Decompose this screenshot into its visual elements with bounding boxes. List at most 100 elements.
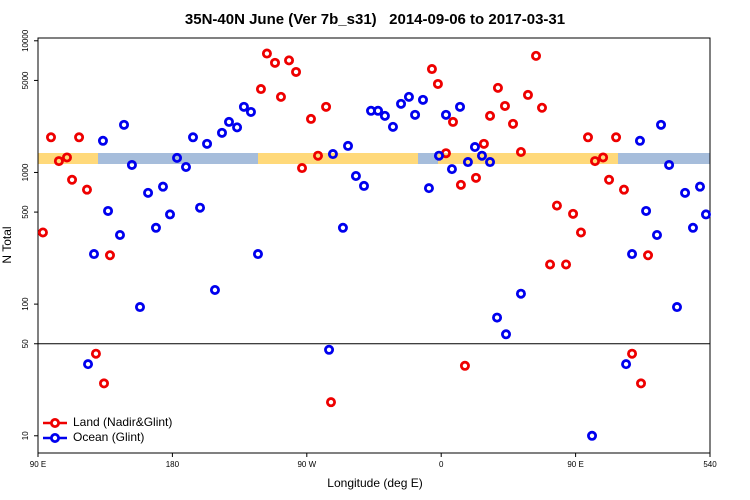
y-axis-label: N Total <box>0 226 14 263</box>
point <box>232 122 243 133</box>
point <box>195 202 206 213</box>
point <box>700 209 711 220</box>
point <box>508 118 519 129</box>
point <box>209 285 220 296</box>
point <box>134 302 145 313</box>
point <box>74 132 85 143</box>
point <box>223 116 234 127</box>
point <box>89 249 100 260</box>
point <box>476 150 487 161</box>
point <box>499 100 510 111</box>
point <box>492 82 503 93</box>
point <box>568 208 579 219</box>
point <box>387 121 398 132</box>
point <box>238 101 249 112</box>
point <box>537 102 548 113</box>
point <box>99 378 110 389</box>
point <box>379 110 390 121</box>
point <box>492 312 503 323</box>
point <box>634 135 645 146</box>
point <box>664 159 675 170</box>
point <box>104 250 115 261</box>
point <box>641 205 652 216</box>
point <box>324 344 335 355</box>
point <box>651 229 662 240</box>
point <box>515 147 526 158</box>
point <box>447 116 458 127</box>
point <box>45 132 56 143</box>
point <box>627 249 638 260</box>
point <box>343 140 354 151</box>
point <box>337 222 348 233</box>
y-tick-label: 100 <box>21 297 30 311</box>
point <box>373 105 384 116</box>
point <box>470 172 481 183</box>
point <box>598 152 609 163</box>
point <box>618 184 629 195</box>
point <box>119 119 130 130</box>
point <box>396 98 407 109</box>
x-tick-label: 0 <box>439 460 444 469</box>
point <box>350 170 361 181</box>
point <box>245 106 256 117</box>
point <box>188 132 199 143</box>
point <box>67 174 78 185</box>
point <box>478 138 489 149</box>
point <box>358 180 369 191</box>
point <box>126 159 137 170</box>
point <box>455 179 466 190</box>
point <box>590 156 601 167</box>
y-tick-label: 5000 <box>21 71 30 89</box>
point <box>325 397 336 408</box>
point <box>261 48 272 59</box>
x-tick-label: 180 <box>166 460 180 469</box>
point <box>671 302 682 313</box>
y-tick-label: 50 <box>21 339 30 348</box>
point <box>636 378 647 389</box>
point <box>575 227 586 238</box>
point <box>403 91 414 102</box>
point <box>216 127 227 138</box>
point <box>469 142 480 153</box>
point <box>656 119 667 130</box>
legend-label: Ocean (Glint) <box>73 430 144 444</box>
point <box>275 91 286 102</box>
point <box>143 187 154 198</box>
y-tick-label: 1000 <box>21 163 30 181</box>
x-tick-label: 90 W <box>297 460 316 469</box>
point <box>604 174 615 185</box>
point <box>252 249 263 260</box>
y-tick-label: 10 <box>21 431 30 440</box>
point <box>97 135 108 146</box>
x-tick-label: 540 <box>703 460 717 469</box>
point <box>551 200 562 211</box>
point <box>426 64 437 75</box>
point <box>172 152 183 163</box>
point <box>53 156 64 167</box>
point <box>485 110 496 121</box>
point <box>611 132 622 143</box>
point <box>327 149 338 160</box>
x-axis-label: Longitude (deg E) <box>327 476 422 490</box>
point <box>103 205 114 216</box>
point <box>501 329 512 340</box>
point <box>284 55 295 66</box>
point <box>417 94 428 105</box>
legend-label: Land (Nadir&Glint) <box>73 415 172 429</box>
point <box>459 360 470 371</box>
point <box>202 138 213 149</box>
x-tick-label: 90 E <box>30 460 46 469</box>
point <box>81 184 92 195</box>
point <box>587 430 598 441</box>
point <box>321 101 332 112</box>
point <box>312 150 323 161</box>
point <box>61 152 72 163</box>
point <box>687 222 698 233</box>
x-tick-label: 90 E <box>567 460 583 469</box>
point <box>297 163 308 174</box>
point <box>157 181 168 192</box>
point <box>680 187 691 198</box>
point <box>627 348 638 359</box>
